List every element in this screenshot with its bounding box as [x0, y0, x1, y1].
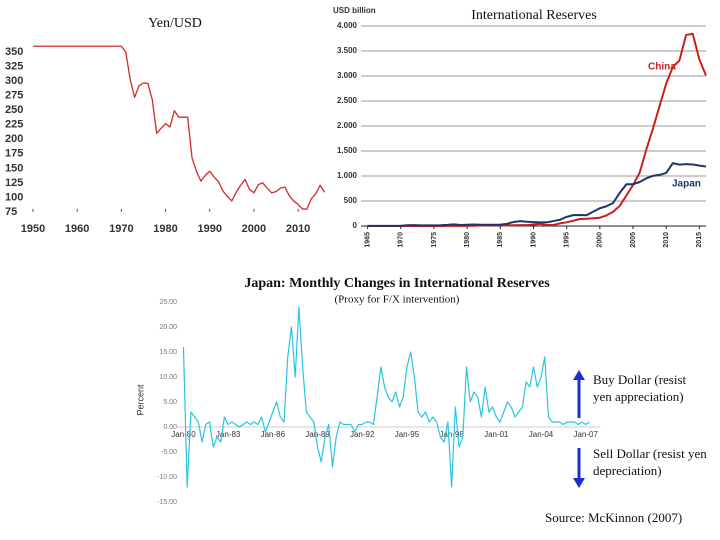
y-tick-label: 500 — [344, 196, 358, 205]
chart-title: Yen/USD — [148, 16, 202, 31]
arrow-head — [573, 370, 585, 380]
y-tick-label: 250 — [5, 104, 23, 116]
y-tick-label: 25.00 — [159, 299, 177, 306]
annotation: Source: McKinnon (2007) — [545, 510, 683, 525]
series-line — [33, 45, 326, 210]
series-label: Japan — [672, 179, 701, 190]
y-tick-label: 125 — [5, 177, 23, 189]
y-tick-label: 2.000 — [337, 121, 358, 130]
x-tick-label: 1980 — [464, 232, 471, 248]
y-tick-label: 0.00 — [163, 424, 177, 431]
x-tick-label: 1965 — [364, 232, 371, 248]
chart-title: International Reserves — [471, 8, 597, 23]
y-tick-label: -10.00 — [157, 474, 177, 481]
y-tick-label: 300 — [5, 75, 23, 87]
y-tick-label: 275 — [5, 90, 23, 102]
y-tick-label: 100 — [5, 191, 23, 203]
x-tick-label: 1950 — [21, 223, 45, 235]
y-tick-label: 2.500 — [337, 96, 358, 105]
x-tick-label: 1970 — [398, 232, 405, 248]
x-tick-label: 1990 — [197, 223, 221, 235]
y-tick-label: 225 — [5, 119, 23, 131]
annotation: Buy Dollar (resist yen appreciation) — [593, 372, 687, 404]
y-tick-label: 325 — [5, 60, 23, 72]
y-tick-label: 350 — [5, 46, 23, 58]
x-tick-label: 2015 — [696, 232, 703, 248]
x-tick-label: 2010 — [663, 232, 670, 248]
x-tick-label: 1990 — [530, 232, 537, 248]
y-tick-label: 3.500 — [337, 46, 358, 55]
x-tick-label: 1980 — [153, 223, 177, 235]
x-tick-label: 2010 — [286, 223, 310, 235]
x-tick-label: 1985 — [497, 232, 504, 248]
y-axis-label: USD billion — [333, 6, 376, 15]
y-tick-label: 20.00 — [159, 324, 177, 331]
x-tick-label: Jan-95 — [395, 430, 420, 439]
y-tick-label: 10.00 — [159, 374, 177, 381]
x-tick-label: Jan-86 — [261, 430, 286, 439]
y-tick-label: 15.00 — [159, 349, 177, 356]
y-tick-label: 75 — [5, 206, 17, 218]
x-tick-label: 2000 — [242, 223, 266, 235]
arrow-head — [573, 478, 585, 488]
x-tick-label: Jan-92 — [350, 430, 375, 439]
y-tick-label: 5.00 — [163, 399, 177, 406]
y-tick-label: 4.000 — [337, 21, 358, 30]
series-label: China — [648, 62, 676, 73]
series-line — [367, 162, 707, 227]
y-tick-label: 3.000 — [337, 71, 358, 80]
x-tick-label: Jan-98 — [439, 430, 464, 439]
x-tick-label: 2000 — [597, 232, 604, 248]
x-tick-label: 2005 — [630, 232, 637, 248]
x-tick-label: 1970 — [109, 223, 133, 235]
chart-subtitle: (Proxy for F/X intervention) — [335, 294, 460, 306]
y-tick-label: 1.500 — [337, 146, 358, 155]
x-tick-label: Jan-04 — [529, 430, 554, 439]
series-line — [182, 306, 590, 488]
y-tick-label: 1.000 — [337, 171, 358, 180]
y-tick-label: -5.00 — [161, 449, 177, 456]
y-tick-label: 200 — [5, 133, 23, 145]
y-axis-label: Percent — [135, 384, 145, 416]
y-tick-label: 0 — [353, 221, 358, 230]
x-tick-label: Jan-80 — [171, 430, 196, 439]
annotation: Sell Dollar (resist yen depreciation) — [593, 446, 707, 478]
x-tick-label: Jan-01 — [484, 430, 509, 439]
chart-title: Japan: Monthly Changes in International … — [244, 276, 550, 291]
x-tick-label: Jan-83 — [216, 430, 241, 439]
x-tick-label: 1975 — [431, 232, 438, 248]
y-tick-label: 150 — [5, 162, 23, 174]
x-tick-label: Jan-07 — [573, 430, 598, 439]
y-tick-label: -15.00 — [157, 499, 177, 506]
y-tick-label: 175 — [5, 148, 23, 160]
x-tick-label: 1960 — [65, 223, 89, 235]
x-tick-label: 1995 — [564, 232, 571, 248]
x-tick-label: Jan-89 — [305, 430, 330, 439]
